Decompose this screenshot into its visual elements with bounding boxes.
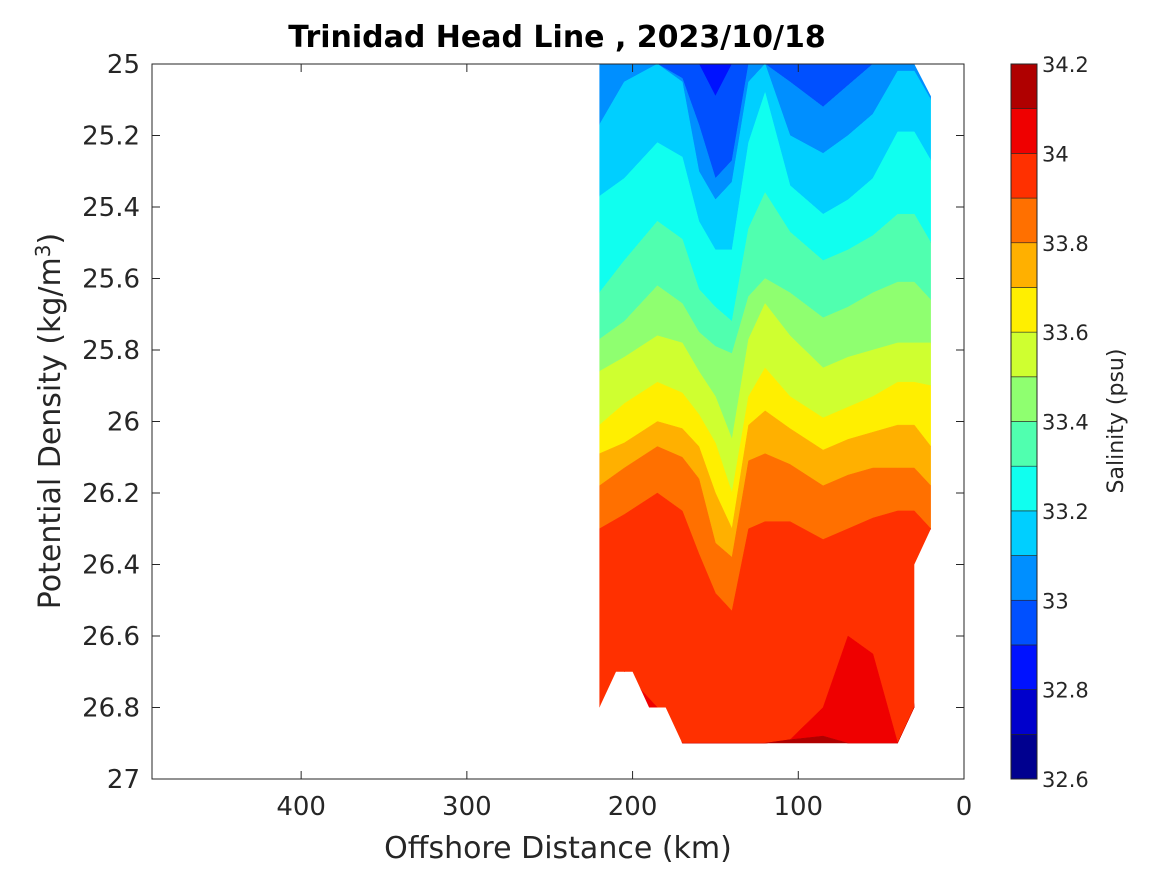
colorbar-tick-label: 34.2	[1042, 53, 1089, 77]
y-tick-label: 25.2	[82, 122, 140, 152]
colorbar-label: Salinity (psu)	[1104, 349, 1129, 494]
colorbar-tick-label: 33	[1042, 589, 1069, 613]
colorbar-swatch-32.7	[1010, 689, 1038, 735]
colorbar-swatch-33.7	[1010, 242, 1038, 288]
y-axis-label-main: Potential Density (kg/m	[33, 257, 68, 609]
colorbar-tick-label: 33.6	[1042, 321, 1089, 345]
colorbar-swatch-33.8	[1010, 197, 1038, 244]
y-tick-label: 27	[107, 765, 140, 795]
x-axis-label: Offshore Distance (km)	[384, 831, 732, 866]
y-tick-label: 25.6	[82, 265, 140, 295]
x-tick-label: 400	[276, 792, 326, 822]
y-tick-label: 25	[107, 50, 140, 80]
colorbar-tick-label: 34	[1042, 142, 1069, 166]
colorbar-swatch-32.8	[1010, 644, 1038, 690]
y-axis: 25 25.2 25.4 25.6 25.8 26 26.2 26.4 26.6 26.8 27	[82, 50, 964, 795]
y-tick-label: 26.8	[82, 694, 140, 724]
y-tick-label: 25.8	[82, 336, 140, 366]
colorbar-swatch-33.1	[1010, 510, 1038, 556]
colorbar-tick-label: 32.8	[1042, 679, 1089, 703]
x-tick-label: 300	[442, 792, 492, 822]
colorbar-swatch-33.3	[1010, 421, 1038, 467]
colorbar-swatch-33.9	[1010, 153, 1038, 199]
y-axis-label-close: )	[33, 233, 68, 245]
colorbar-swatch-32.6	[1010, 734, 1038, 780]
colorbar-tick-label: 33.4	[1042, 411, 1089, 435]
colorbar-swatch-33.5	[1010, 331, 1038, 378]
colorbar-swatch-33	[1010, 555, 1038, 601]
x-tick-label: 200	[608, 792, 658, 822]
colorbar-tick-label: 33.8	[1042, 232, 1089, 256]
colorbar-swatch-33.6	[1010, 287, 1038, 333]
colorbar-swatch-33.2	[1010, 465, 1038, 512]
colorbar-swatch-34.1	[1010, 63, 1038, 109]
y-tick-label: 26.4	[82, 551, 140, 581]
y-tick-label: 25.4	[82, 193, 140, 223]
salinity-contour-bands	[599, 64, 931, 744]
chart-title: Trinidad Head Line , 2023/10/18	[288, 20, 825, 55]
x-axis: 400 300 200 100 0	[276, 64, 972, 822]
colorbar-swatch-33.4	[1010, 376, 1038, 422]
y-tick-label: 26	[107, 408, 140, 438]
y-axis-label: Potential Density (kg/m3)	[31, 233, 68, 609]
y-tick-label: 26.6	[82, 622, 140, 652]
colorbar-tick-label: 32.6	[1042, 768, 1089, 792]
colorbar-swatch-34	[1010, 108, 1038, 154]
y-tick-label: 26.2	[82, 479, 140, 509]
y-axis-label-superscript: 3	[31, 244, 55, 257]
x-tick-label: 0	[956, 792, 973, 822]
colorbar-frame	[1010, 63, 1038, 780]
colorbar-tick-label: 33.2	[1042, 500, 1089, 524]
x-tick-label: 100	[773, 792, 823, 822]
colorbar-swatch-32.9	[1010, 599, 1038, 646]
colorbar: 32.6 32.8 33 33.2 33.4 33.6 33.8 34 34.2	[1010, 53, 1089, 792]
